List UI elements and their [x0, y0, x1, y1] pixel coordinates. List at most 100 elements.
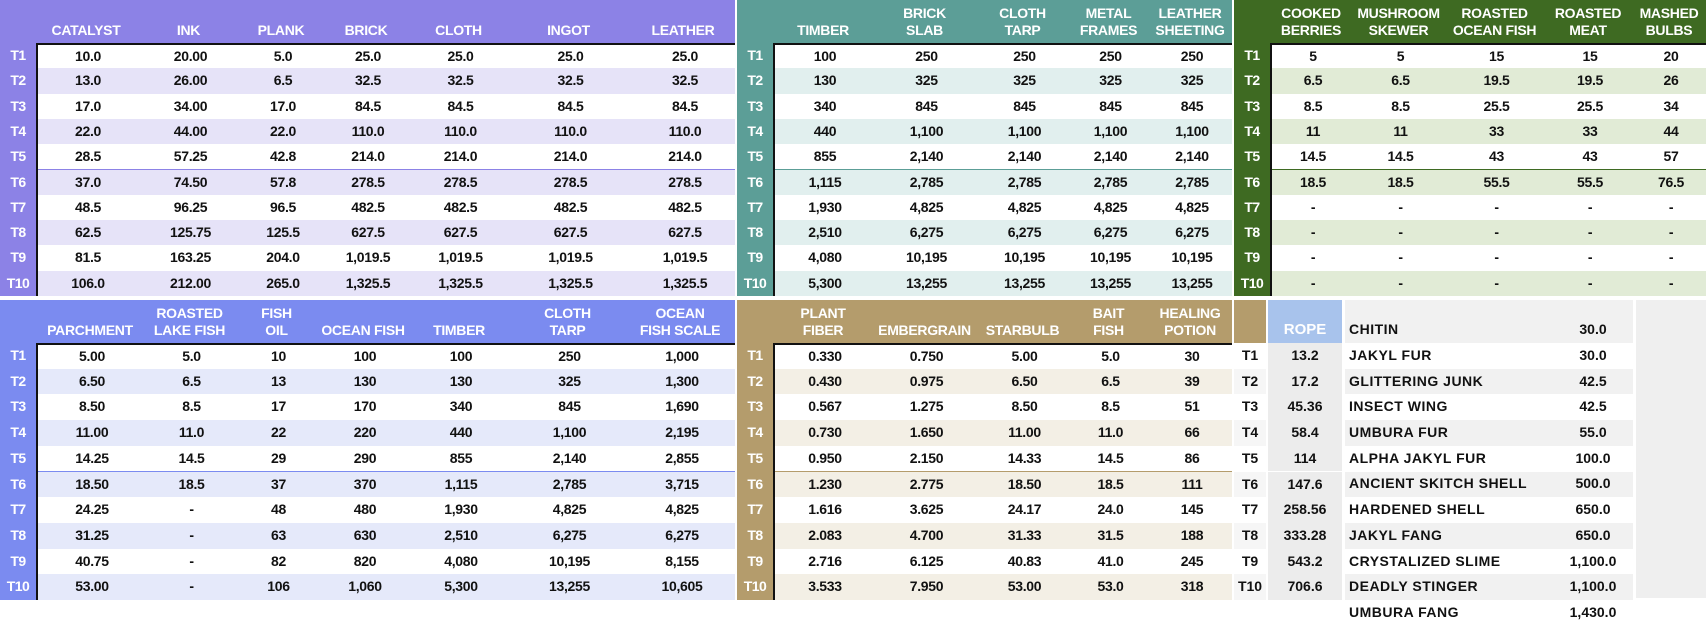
table-cell: -: [189, 501, 194, 518]
table-cell: -: [189, 578, 194, 595]
table-row: -----: [1272, 270, 1706, 296]
table-cell: 34: [1663, 97, 1679, 114]
table-row: 5.00 5.0 10 100 100 250 1,000: [38, 345, 735, 369]
table-cell: 2,785: [1175, 173, 1209, 190]
table-cell: 4,825: [552, 501, 587, 518]
rope-value: 58.4: [1268, 420, 1342, 446]
table-cell: 482.5: [668, 198, 702, 215]
table-cell: 18.5: [1299, 173, 1327, 190]
table-cell: 110.0: [668, 122, 702, 139]
table-cell: 10,605: [661, 578, 703, 595]
table-cell: 2,140: [552, 449, 587, 466]
tier-label: T1: [1234, 343, 1266, 369]
table-cell: 55.5: [1576, 173, 1604, 190]
table-cell: 325: [1099, 72, 1122, 89]
table-cell: 33: [1489, 122, 1504, 139]
table-row: 3.533 7.950 53.00 53.0 318: [775, 574, 1232, 600]
table-cell: 480: [353, 501, 377, 518]
table-cell: 2.150: [909, 449, 944, 466]
table-cell: 10,195: [1089, 249, 1132, 266]
tier-label: T3: [747, 398, 763, 415]
table-cell: 25.0: [354, 48, 382, 64]
tan-body: 0.330 0.750 5.00 5.0 30 0.430 0.975 6.50 6.5 39 0.…: [773, 343, 1232, 600]
table-cell: 22.0: [269, 122, 297, 139]
blank-panel: [1636, 300, 1706, 598]
table-cell: -: [1668, 198, 1674, 215]
column-header: OCEAN FISH SCALE: [639, 305, 721, 338]
column-header: CATALYST: [51, 22, 121, 38]
table-cell: 48.5: [74, 198, 102, 215]
table-cell: 290: [353, 449, 377, 466]
table-cell: 3.533: [808, 578, 842, 595]
table-cell: -: [1668, 224, 1674, 241]
table-row: 18.5 18.5 55.5 55.5 76.5: [1272, 169, 1706, 195]
table-cell: 11.00: [1008, 424, 1041, 441]
table-cell: 5.0: [273, 48, 293, 64]
table-cell: 82: [271, 552, 286, 569]
tier-label: T6: [1244, 173, 1260, 190]
table-cell: 125.75: [169, 224, 212, 241]
table-cell: 627.5: [443, 224, 478, 241]
material-value: 30.0: [1579, 346, 1607, 363]
tier-label: T8: [1244, 224, 1260, 241]
table-cell: 13: [271, 372, 286, 389]
table-row: 2,510 6,275 6,275 6,275 6,275: [775, 220, 1232, 246]
table-cell: 26.00: [173, 72, 208, 89]
table-row: 48.5 96.25 96.5 482.5 482.5 482.5 482.5: [38, 194, 735, 221]
table-cell: 8.5: [182, 398, 201, 415]
table-cell: 1,325.5: [548, 274, 593, 291]
green-body: 5 5 15 15 20 6.5 6.5 19.5 19.5 26 8.5 8.5 25.5 25.5 34…: [1270, 43, 1706, 296]
teal-header-row: TIMBER BRICK SLAB CLOTH TARP METAL FRAMES LE…: [737, 0, 1232, 43]
material-name: UMBURA FUR: [1349, 424, 1449, 441]
column-header: METAL FRAMES: [1079, 5, 1138, 38]
table-cell: 28.5: [74, 148, 102, 165]
table-cell: 1,100: [1093, 122, 1128, 139]
table-cell: 18.5: [178, 475, 205, 492]
table-cell: 4,825: [665, 501, 699, 518]
table-cell: -: [1494, 249, 1499, 266]
table-cell: 17.0: [74, 97, 102, 114]
table-cell: 2,785: [552, 475, 587, 492]
table-cell: 32.5: [557, 72, 584, 89]
tier-label: T2: [1234, 368, 1266, 395]
material-name: GLITTERING JUNK: [1349, 372, 1484, 389]
table-cell: 8.5: [1101, 398, 1120, 415]
table-cell: 74.50: [173, 173, 208, 190]
table-cell: 84.5: [557, 97, 584, 114]
column-header: BRICK SLAB: [903, 5, 946, 38]
table-cell: 29: [271, 449, 286, 466]
table-cell: 845: [1180, 97, 1204, 114]
table-cell: 2,140: [909, 148, 944, 165]
table-cell: 31.25: [75, 526, 109, 543]
table-row: 0.567 1.275 8.50 8.5 51: [775, 394, 1232, 421]
table-cell: -: [1398, 224, 1403, 241]
table-cell: 4,080: [444, 552, 478, 569]
table-cell: 845: [558, 398, 581, 415]
rope-header: ROPE: [1268, 300, 1342, 343]
material-value: 1,430.0: [1569, 603, 1617, 620]
tier-label: T4: [747, 424, 763, 441]
table-cell: 18.5: [1387, 173, 1414, 190]
table-cell: 220: [353, 424, 377, 441]
table-cell: 14.33: [1007, 449, 1042, 466]
table-cell: 13,255: [905, 274, 948, 291]
table-cell: 278.5: [668, 173, 702, 190]
tier-label: T4: [747, 122, 763, 139]
material-name: HARDENED SHELL: [1349, 501, 1486, 518]
table-row: 1.230 2.775 18.50 18.5 111: [775, 471, 1232, 498]
table-cell: 145: [1180, 501, 1204, 518]
table-cell: 51: [1184, 398, 1200, 415]
column-header: BAIT FISH: [1092, 305, 1125, 338]
table-cell: 31.5: [1097, 526, 1124, 543]
tier-label: T2: [10, 372, 26, 389]
table-cell: 627.5: [351, 224, 385, 241]
table-cell: 845: [915, 97, 938, 114]
table-cell: 0.975: [909, 372, 944, 389]
table-cell: 5.0: [1101, 348, 1120, 364]
tier-label: T9: [10, 249, 26, 266]
table-cell: 2,140: [1007, 148, 1042, 165]
table-cell: 250: [558, 348, 581, 364]
table-cell: 325: [915, 72, 938, 89]
table-row: 100 250 250 250 250: [775, 45, 1232, 69]
material-name: CHITIN: [1349, 321, 1399, 338]
